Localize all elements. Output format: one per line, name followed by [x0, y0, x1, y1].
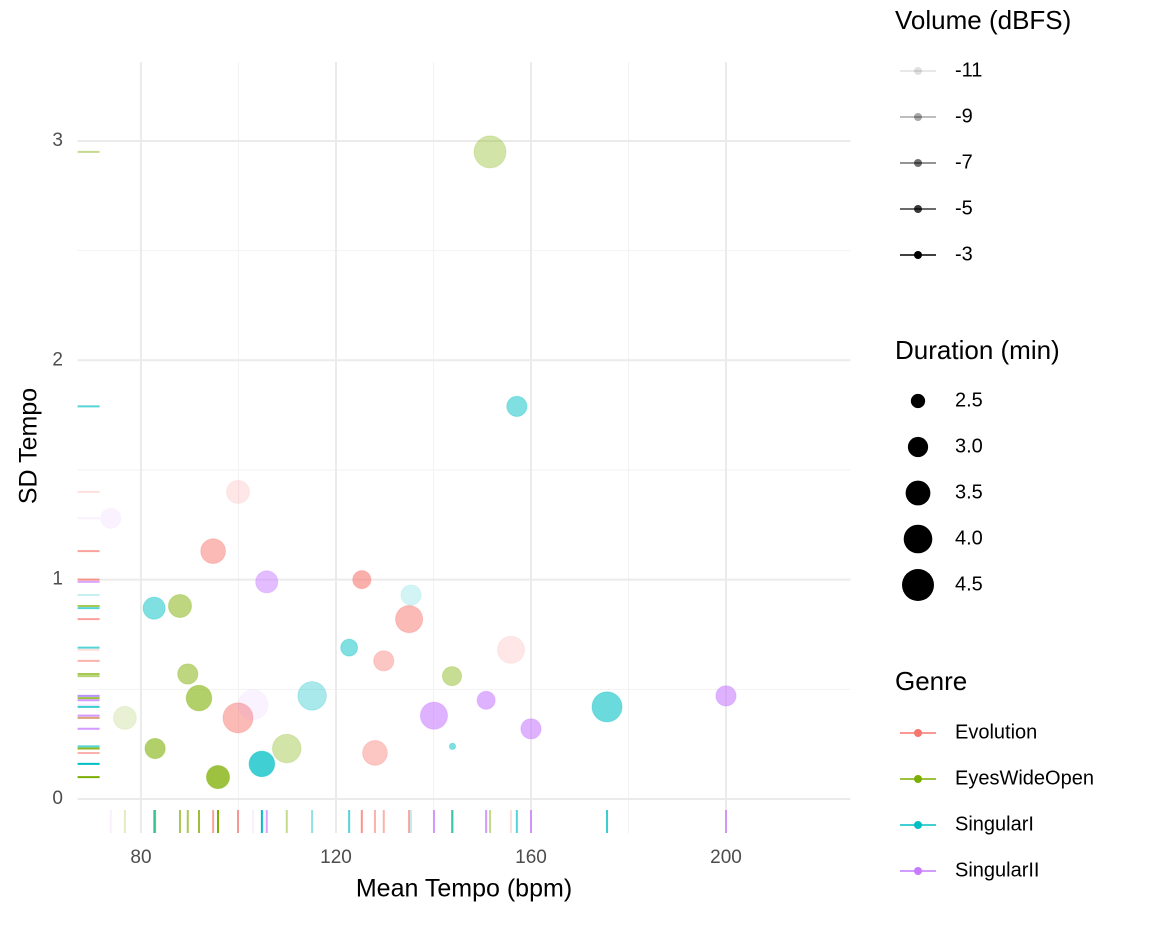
legend-key: [914, 67, 922, 75]
legend-label: SingularII: [955, 859, 1040, 881]
x-tick-label: 200: [710, 847, 742, 868]
legend-key: [914, 821, 922, 829]
legend-label: -7: [955, 151, 973, 173]
point: [441, 666, 463, 687]
legend-title: Duration (min): [895, 335, 1060, 365]
legend-label: 2.5: [955, 389, 983, 411]
point: [248, 750, 276, 778]
legend-key: [914, 113, 922, 121]
point: [112, 705, 137, 730]
point: [340, 638, 359, 657]
point: [142, 596, 166, 620]
legend-label: -3: [955, 243, 973, 265]
point: [715, 685, 737, 707]
legend-key: [914, 867, 922, 875]
point: [255, 570, 279, 594]
point: [352, 570, 372, 590]
point: [373, 650, 395, 672]
x-tick-label: 160: [515, 847, 547, 868]
y-tick-label: 1: [52, 569, 63, 590]
point: [144, 737, 166, 760]
point: [400, 584, 422, 606]
legend-key: [907, 436, 929, 458]
point: [476, 690, 496, 710]
point: [167, 593, 193, 619]
y-tick-label: 0: [52, 788, 63, 809]
point: [100, 507, 122, 529]
legend-label: SingularI: [955, 813, 1034, 835]
x-axis-title: Mean Tempo (bpm): [356, 875, 572, 903]
y-tick-label: 2: [52, 349, 63, 370]
legend-label: Evolution: [955, 721, 1037, 743]
y-tick-label: 3: [52, 130, 63, 151]
legend-label: -11: [955, 59, 982, 81]
point: [237, 689, 269, 721]
legend-label: -9: [955, 105, 973, 127]
legend-title: Genre: [895, 666, 967, 696]
x-tick-label: 120: [320, 847, 352, 868]
point: [225, 479, 251, 504]
legend-key: [914, 251, 922, 259]
x-tick-label: 80: [130, 847, 151, 868]
point: [297, 681, 327, 711]
legend-label: 4.5: [955, 573, 983, 595]
point: [271, 733, 302, 764]
legend-label: 3.0: [955, 435, 983, 457]
legend-key: [905, 480, 931, 506]
point: [419, 701, 449, 730]
legend-key: [914, 205, 922, 213]
legend-key: [914, 729, 922, 737]
legend-key: [914, 775, 922, 783]
point: [496, 635, 526, 664]
point: [591, 691, 623, 723]
point: [200, 538, 227, 565]
legend-label: 3.5: [955, 481, 983, 503]
legend-key: [903, 524, 933, 554]
point: [473, 135, 507, 169]
point: [506, 395, 528, 417]
legend-key: [910, 393, 926, 409]
legend-label: 4.0: [955, 527, 983, 549]
point: [177, 663, 199, 685]
point: [520, 718, 542, 740]
legend-key: [914, 159, 922, 167]
legend-label: -5: [955, 197, 973, 219]
legend-title: Volume (dBFS): [895, 5, 1071, 35]
legend-key: [902, 569, 934, 601]
point: [222, 702, 254, 734]
legend-label: EyesWideOpen: [955, 767, 1094, 789]
point: [205, 765, 231, 790]
y-axis-title: SD Tempo: [15, 388, 43, 504]
point: [185, 684, 213, 712]
point: [362, 740, 388, 766]
point: [395, 605, 424, 634]
point: [448, 742, 457, 751]
